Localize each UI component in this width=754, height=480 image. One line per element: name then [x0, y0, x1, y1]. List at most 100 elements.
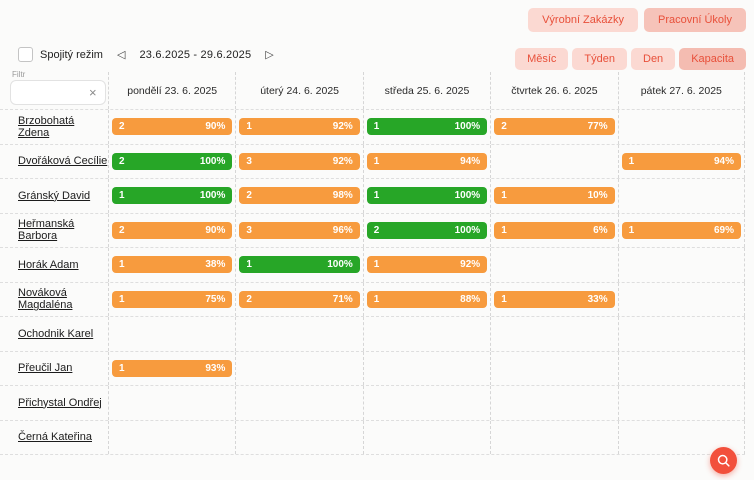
day-cell: [490, 351, 617, 385]
employee-name-cell: Černá Kateřina: [0, 421, 108, 455]
production-orders-button[interactable]: Výrobní Zakázky: [528, 8, 639, 32]
day-cell: [362, 420, 490, 454]
day-cell: [617, 351, 745, 385]
bar-task-count: 1: [246, 259, 252, 271]
bar-task-count: 1: [501, 190, 507, 202]
day-cell: 1 33%: [490, 282, 617, 316]
bar-task-count: 2: [119, 155, 125, 167]
day-cell: 3 92%: [235, 144, 362, 178]
search-icon: [717, 454, 730, 467]
tab-week[interactable]: Týden: [572, 48, 627, 70]
bar-task-count: 1: [119, 259, 125, 271]
bar-task-count: 2: [246, 190, 252, 202]
day-cell: [617, 110, 745, 144]
capacity-bar[interactable]: 3 96%: [239, 221, 360, 239]
search-fab[interactable]: [710, 447, 737, 474]
bar-task-count: 1: [373, 121, 380, 133]
employee-link[interactable]: Ochodnik Karel: [18, 327, 94, 340]
day-cell: [108, 420, 235, 454]
capacity-bar[interactable]: 1 93%: [112, 359, 233, 377]
bar-percent: 100%: [454, 224, 481, 236]
filter-label: Filtr: [12, 70, 26, 79]
bar-task-count: 1: [246, 121, 252, 133]
day-cell: 2 100%: [362, 213, 490, 247]
tab-capacity[interactable]: Kapacita: [679, 48, 746, 70]
day-cell: [235, 351, 362, 385]
day-cell: 1 100%: [235, 248, 362, 282]
capacity-bar[interactable]: 1 100%: [112, 187, 233, 205]
day-cell: 1 94%: [362, 144, 490, 178]
employee-link[interactable]: Heřmanská Barbora: [18, 218, 75, 243]
capacity-bar[interactable]: 1 38%: [112, 256, 233, 274]
bar-percent: 92%: [332, 121, 353, 133]
bar-percent: 100%: [327, 259, 353, 271]
day-cell: [617, 282, 745, 316]
day-cell: 1 6%: [490, 213, 617, 247]
day-cell: 1 92%: [235, 110, 362, 144]
employee-link[interactable]: Nováková Magdaléna: [18, 287, 73, 312]
day-cell: [490, 144, 617, 178]
capacity-bar[interactable]: 1 88%: [366, 290, 488, 308]
prev-week-button[interactable]: ◁: [113, 46, 129, 63]
capacity-bar[interactable]: 2 100%: [366, 221, 488, 239]
employee-name-cell: Heřmanská Barbora: [0, 214, 108, 248]
filter-input[interactable]: [11, 81, 83, 104]
work-tasks-button[interactable]: Pracovní Úkoly: [644, 8, 746, 32]
capacity-bar[interactable]: 2 90%: [112, 118, 233, 136]
capacity-bar[interactable]: 1 33%: [494, 290, 615, 308]
capacity-bar[interactable]: 3 92%: [239, 152, 360, 170]
capacity-bar[interactable]: 1 100%: [366, 118, 488, 136]
bar-task-count: 2: [501, 121, 507, 133]
employee-link[interactable]: Brzobohatá Zdena: [18, 114, 75, 139]
bar-percent: 77%: [587, 121, 608, 133]
capacity-bar[interactable]: 1 75%: [112, 290, 233, 308]
capacity-bar[interactable]: 1 100%: [239, 256, 360, 274]
capacity-bar[interactable]: 1 100%: [366, 187, 488, 205]
employee-link[interactable]: Přeučil Jan: [18, 362, 73, 375]
capacity-bar[interactable]: 1 92%: [239, 118, 360, 136]
tab-day[interactable]: Den: [631, 48, 676, 70]
day-cell: 1 100%: [108, 179, 235, 213]
employee-link[interactable]: Horák Adam: [18, 258, 79, 271]
bar-percent: 100%: [199, 190, 226, 202]
day-cell: [362, 317, 490, 351]
day-cell: 3 96%: [235, 213, 362, 247]
capacity-bar[interactable]: 1 92%: [366, 256, 488, 274]
employee-name-cell: Dvořáková Cecílie: [0, 145, 108, 179]
day-header-wednesday: středa 25. 6. 2025: [362, 72, 490, 109]
capacity-bar[interactable]: 1 94%: [366, 152, 488, 170]
bar-percent: 100%: [454, 190, 481, 202]
capacity-bar[interactable]: 2 98%: [239, 187, 360, 205]
clear-filter-icon[interactable]: ×: [83, 86, 103, 99]
bar-percent: 10%: [587, 190, 608, 202]
bar-percent: 88%: [460, 293, 481, 305]
employee-link[interactable]: Dvořáková Cecílie: [18, 155, 108, 168]
capacity-bar[interactable]: 1 69%: [621, 221, 741, 239]
capacity-bar[interactable]: 2 77%: [494, 118, 615, 136]
day-cell: 1 10%: [490, 179, 617, 213]
day-cell: 1 38%: [108, 248, 235, 282]
capacity-bar[interactable]: 2 71%: [239, 290, 360, 308]
day-cell: 2 90%: [108, 213, 235, 247]
day-cell: [617, 386, 745, 420]
employee-link[interactable]: Gránský David: [18, 189, 91, 202]
continuous-mode-toggle[interactable]: Spojitý režim: [18, 47, 103, 62]
capacity-bar[interactable]: 1 10%: [494, 187, 615, 205]
tab-month[interactable]: Měsíc: [515, 48, 569, 70]
employee-name-cell: Horák Adam: [0, 248, 108, 282]
day-cell: [108, 386, 235, 420]
capacity-bar[interactable]: 2 90%: [112, 221, 233, 239]
employee-name-cell: Přeučil Jan: [0, 352, 108, 386]
day-cell: [490, 386, 617, 420]
filter-box: Filtr ×: [0, 70, 108, 109]
bar-task-count: 1: [628, 155, 635, 167]
employee-link[interactable]: Přichystal Ondřej: [18, 396, 102, 409]
checkbox-icon[interactable]: [18, 47, 33, 62]
capacity-bar[interactable]: 2 100%: [112, 152, 233, 170]
day-header-monday: pondělí 23. 6. 2025: [108, 72, 235, 109]
capacity-bar[interactable]: 1 6%: [494, 221, 615, 239]
next-week-button[interactable]: ▷: [261, 46, 277, 63]
capacity-bar[interactable]: 1 94%: [621, 152, 741, 170]
employee-link[interactable]: Černá Kateřina: [18, 431, 92, 444]
bar-percent: 98%: [332, 190, 353, 202]
